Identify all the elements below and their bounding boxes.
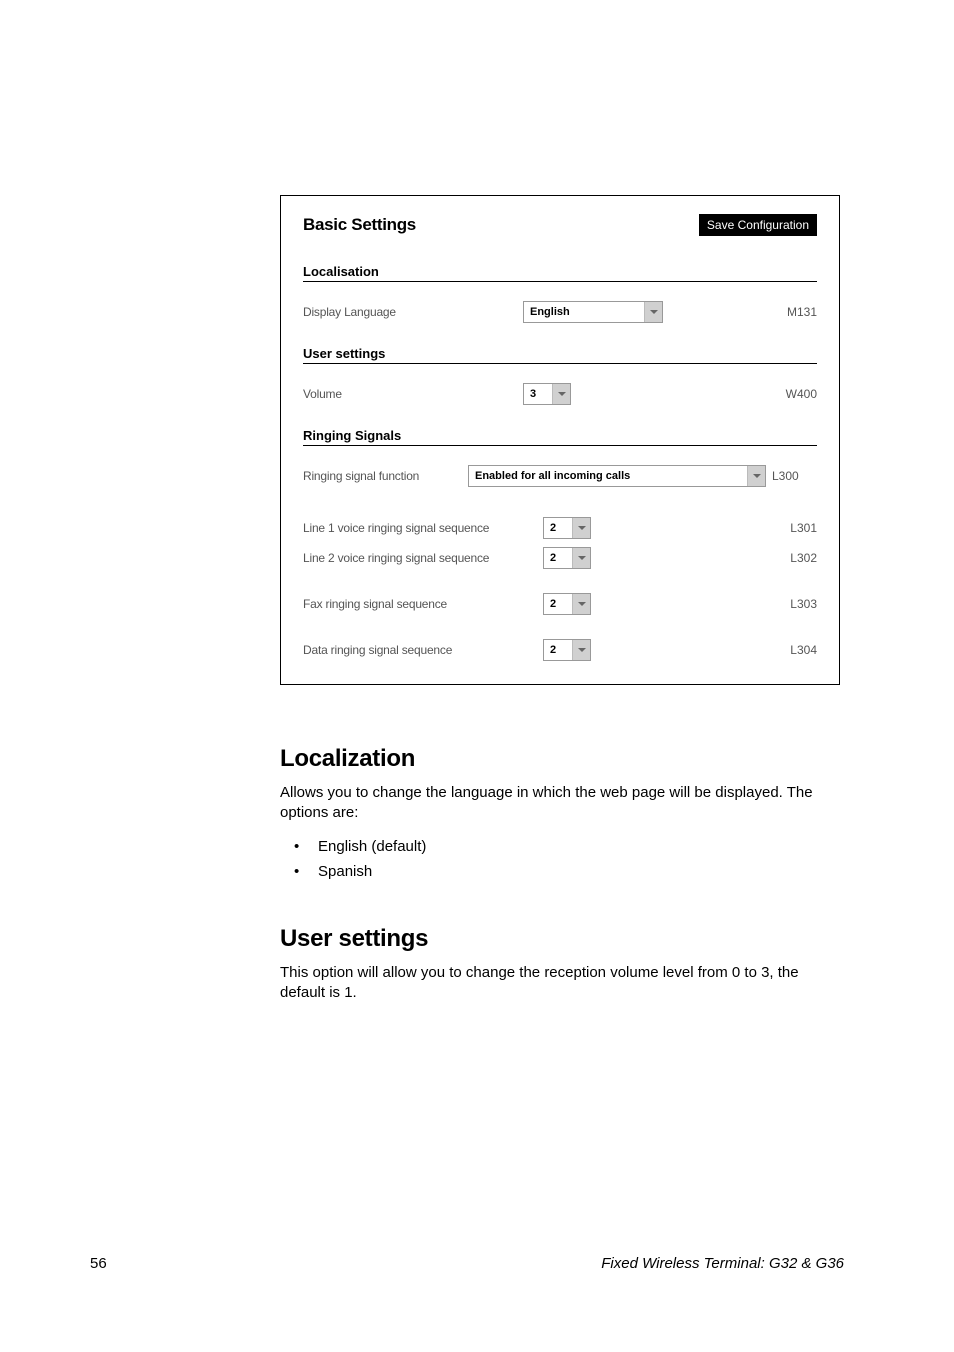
list-item: English (default) (280, 834, 840, 860)
chevron-down-icon (572, 594, 590, 614)
chevron-down-icon (572, 640, 590, 660)
list-item: Spanish (280, 859, 840, 885)
row-line1: Line 1 voice ringing signal sequence 2 L… (303, 516, 817, 540)
code-line1: L301 (790, 521, 817, 535)
heading-user-settings: User settings (280, 925, 840, 953)
chevron-down-icon (747, 466, 765, 486)
row-data: Data ringing signal sequence 2 L304 (303, 638, 817, 662)
chevron-down-icon (644, 302, 662, 322)
text-localization: Allows you to change the language in whi… (280, 783, 840, 824)
select-value: English (524, 306, 644, 318)
row-line2: Line 2 voice ringing signal sequence 2 L… (303, 546, 817, 570)
code-display-language: M131 (787, 305, 817, 319)
section-title-ringing: Ringing Signals (303, 428, 817, 446)
footer-title: Fixed Wireless Terminal: G32 & G36 (601, 1255, 844, 1272)
code-data: L304 (790, 643, 817, 657)
panel-title: Basic Settings (303, 215, 416, 235)
select-volume[interactable]: 3 (523, 383, 571, 405)
section-title-localisation: Localisation (303, 264, 817, 282)
panel-header: Basic Settings Save Configuration (303, 214, 817, 236)
section-title-user-settings: User settings (303, 346, 817, 364)
row-fax: Fax ringing signal sequence 2 L303 (303, 592, 817, 616)
list-localization: English (default) Spanish (280, 834, 840, 885)
page-footer: 56 Fixed Wireless Terminal: G32 & G36 (90, 1255, 844, 1272)
row-volume: Volume 3 W400 (303, 382, 817, 406)
row-ringing-function: Ringing signal function Enabled for all … (303, 464, 817, 488)
select-value: 2 (544, 552, 572, 564)
code-fax: L303 (790, 597, 817, 611)
label-ringing-function: Ringing signal function (303, 469, 468, 483)
select-value: 2 (544, 598, 572, 610)
select-value: 3 (524, 388, 552, 400)
select-ringing-function[interactable]: Enabled for all incoming calls (468, 465, 766, 487)
code-ringing-function: L300 (772, 469, 799, 483)
select-value: 2 (544, 522, 572, 534)
chevron-down-icon (552, 384, 570, 404)
chevron-down-icon (572, 548, 590, 568)
select-line1[interactable]: 2 (543, 517, 591, 539)
label-data: Data ringing signal sequence (303, 643, 543, 657)
label-line2: Line 2 voice ringing signal sequence (303, 551, 543, 565)
text-user-settings: This option will allow you to change the… (280, 963, 840, 1004)
chevron-down-icon (572, 518, 590, 538)
select-fax[interactable]: 2 (543, 593, 591, 615)
label-fax: Fax ringing signal sequence (303, 597, 543, 611)
code-line2: L302 (790, 551, 817, 565)
select-line2[interactable]: 2 (543, 547, 591, 569)
code-volume: W400 (786, 387, 817, 401)
select-display-language[interactable]: English (523, 301, 663, 323)
page-number: 56 (90, 1255, 107, 1272)
row-display-language: Display Language English M131 (303, 300, 817, 324)
select-value: Enabled for all incoming calls (469, 470, 747, 482)
select-value: 2 (544, 644, 572, 656)
save-configuration-button[interactable]: Save Configuration (699, 214, 817, 236)
select-data[interactable]: 2 (543, 639, 591, 661)
label-display-language: Display Language (303, 305, 523, 319)
basic-settings-panel: Basic Settings Save Configuration Locali… (280, 195, 840, 685)
label-volume: Volume (303, 387, 523, 401)
heading-localization: Localization (280, 745, 840, 773)
label-line1: Line 1 voice ringing signal sequence (303, 521, 543, 535)
